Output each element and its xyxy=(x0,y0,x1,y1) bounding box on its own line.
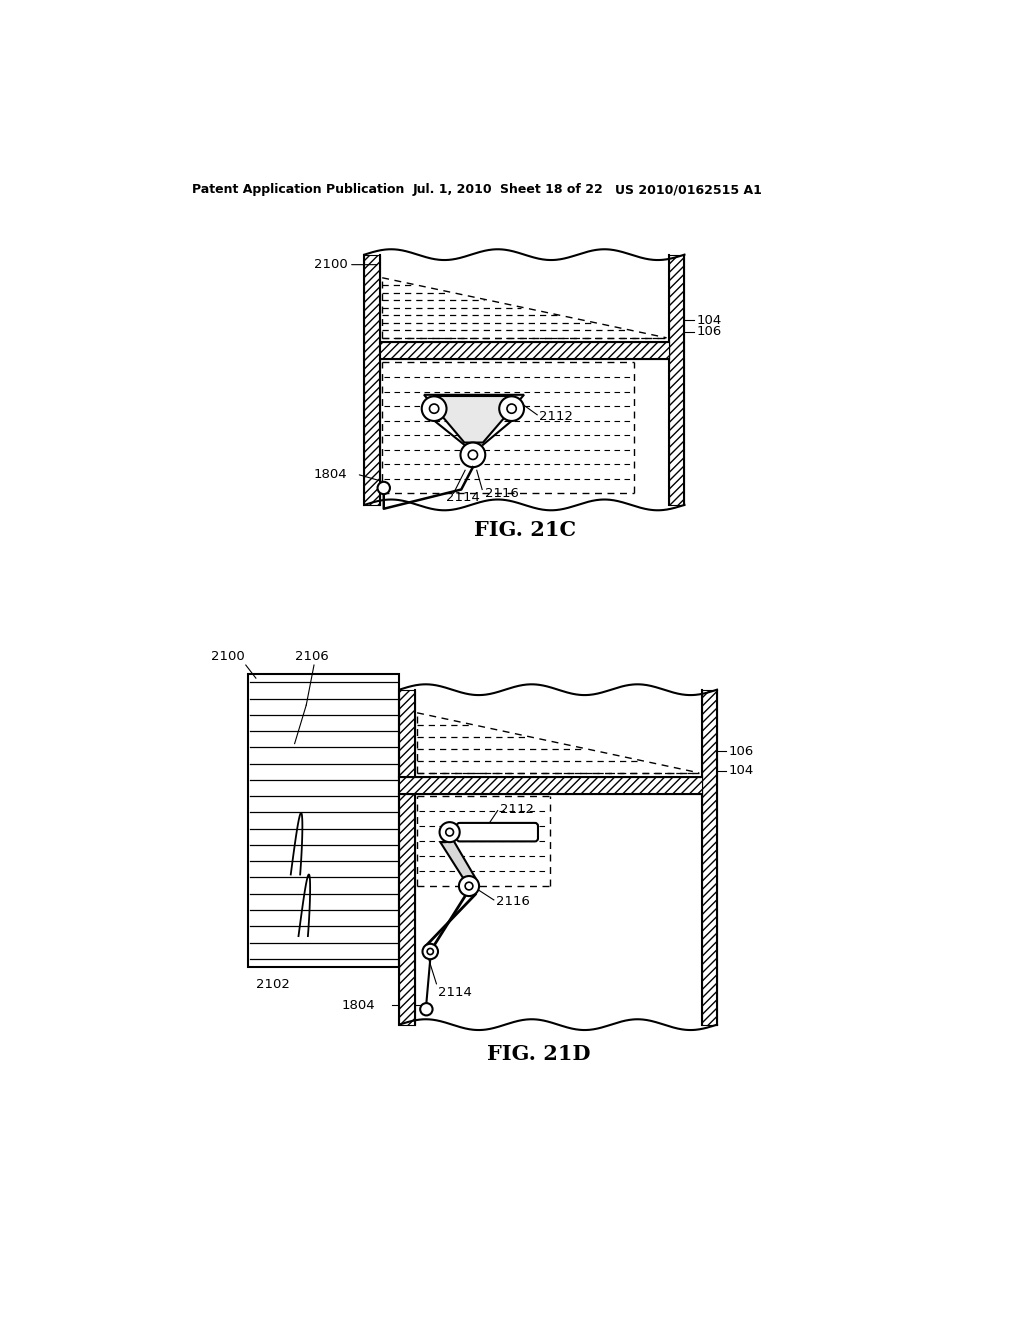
Circle shape xyxy=(459,876,479,896)
Text: 2102: 2102 xyxy=(256,978,290,991)
Text: 106: 106 xyxy=(696,325,721,338)
Text: 2106: 2106 xyxy=(295,649,329,663)
Bar xyxy=(701,689,717,1024)
Text: 104: 104 xyxy=(729,764,754,777)
Text: 2100: 2100 xyxy=(314,259,348,271)
Text: 104: 104 xyxy=(696,314,721,326)
Bar xyxy=(399,689,415,1024)
Text: FIG. 21C: FIG. 21C xyxy=(474,520,575,540)
Polygon shape xyxy=(440,841,475,878)
Text: 2114: 2114 xyxy=(445,491,479,504)
Bar xyxy=(380,342,669,359)
FancyBboxPatch shape xyxy=(457,822,538,841)
Text: US 2010/0162515 A1: US 2010/0162515 A1 xyxy=(614,183,762,197)
Text: 2100: 2100 xyxy=(211,649,245,663)
Text: 2116: 2116 xyxy=(484,487,518,500)
Text: FIG. 21D: FIG. 21D xyxy=(487,1044,591,1064)
Polygon shape xyxy=(424,395,524,442)
Text: 1804: 1804 xyxy=(314,467,347,480)
Circle shape xyxy=(439,822,460,842)
Text: 1804: 1804 xyxy=(341,999,375,1012)
Circle shape xyxy=(378,482,390,494)
Circle shape xyxy=(422,396,446,421)
Text: 2116: 2116 xyxy=(496,895,530,908)
Bar xyxy=(365,255,380,506)
Circle shape xyxy=(423,944,438,960)
Circle shape xyxy=(500,396,524,421)
Circle shape xyxy=(429,404,438,413)
Circle shape xyxy=(427,948,433,954)
Circle shape xyxy=(461,442,485,467)
Circle shape xyxy=(468,450,477,459)
Text: Jul. 1, 2010: Jul. 1, 2010 xyxy=(413,183,493,197)
Bar xyxy=(669,255,684,506)
Text: 2114: 2114 xyxy=(438,986,472,999)
Text: 2112: 2112 xyxy=(500,803,534,816)
Text: Patent Application Publication: Patent Application Publication xyxy=(191,183,403,197)
Text: Sheet 18 of 22: Sheet 18 of 22 xyxy=(500,183,603,197)
Circle shape xyxy=(465,882,473,890)
Text: 2112: 2112 xyxy=(539,409,572,422)
Circle shape xyxy=(420,1003,432,1015)
Circle shape xyxy=(445,829,454,836)
Bar xyxy=(399,776,701,793)
Bar xyxy=(248,675,399,966)
Circle shape xyxy=(507,404,516,413)
Text: 106: 106 xyxy=(729,744,754,758)
